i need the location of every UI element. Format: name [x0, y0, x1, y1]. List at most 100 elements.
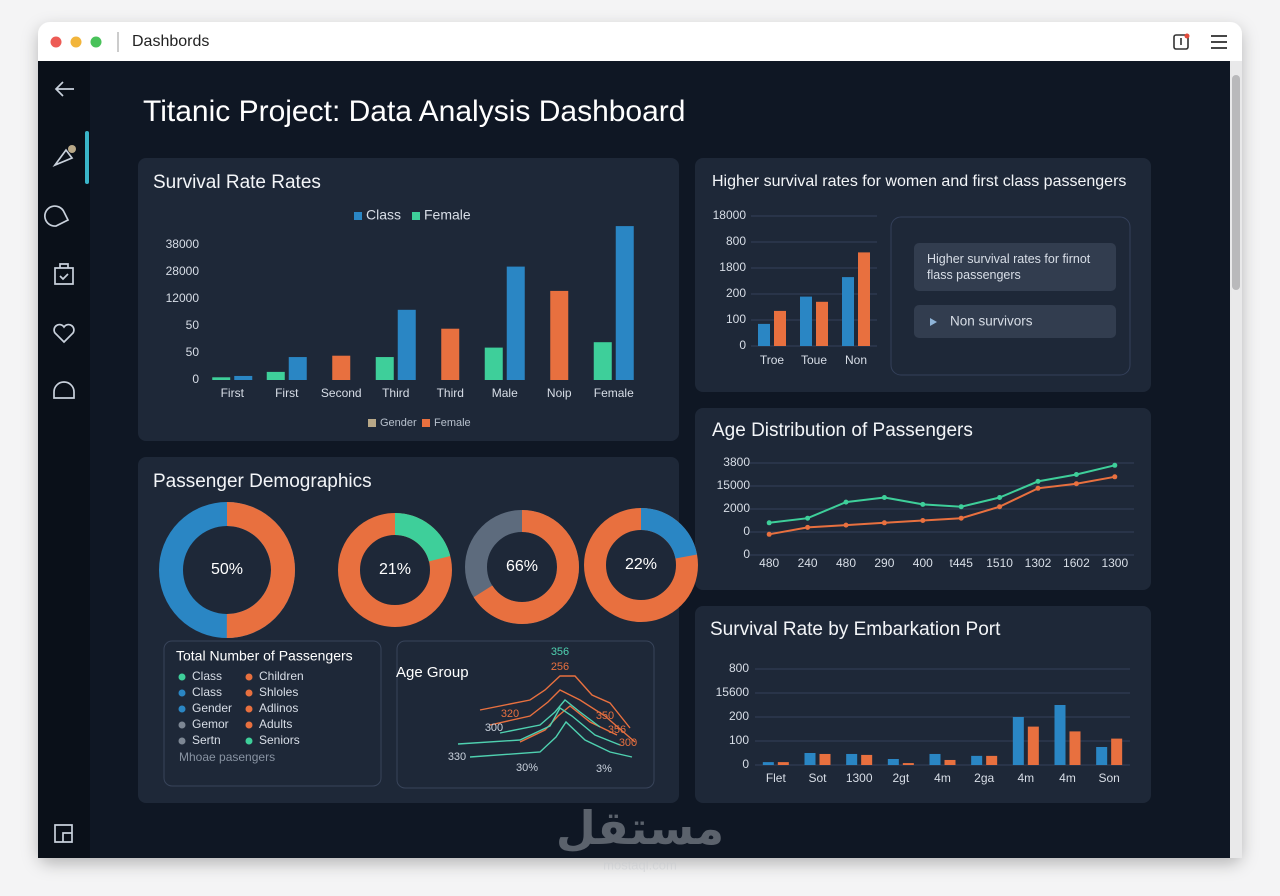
bar	[484, 347, 503, 380]
legend-dot	[245, 673, 253, 681]
x-tick-label: 4m	[934, 771, 951, 785]
bar	[887, 759, 899, 765]
point	[1073, 481, 1079, 487]
legend-label: Female	[434, 417, 471, 429]
card-title: Higher survival rates for women and firs…	[712, 173, 1126, 190]
nav-icon[interactable]	[44, 205, 70, 227]
y-tick-label: 0	[739, 338, 746, 352]
legend-dot	[245, 737, 253, 745]
donut-segment	[584, 508, 698, 622]
y-tick-label: 1800	[719, 260, 746, 274]
bar	[593, 342, 612, 380]
age-group-label: 330	[448, 751, 466, 763]
legend-label: Adults	[259, 717, 292, 731]
y-tick-label: 0	[743, 524, 750, 538]
nav-icon[interactable]	[52, 148, 74, 167]
point	[843, 522, 849, 528]
y-tick-label: 12000	[166, 291, 200, 305]
legend-label: Gemor	[192, 717, 229, 731]
age-group-title: Age Group	[396, 664, 469, 681]
age-group-label: 256	[551, 661, 569, 673]
point	[920, 518, 926, 523]
maximize-button[interactable]	[90, 36, 102, 48]
point	[766, 531, 772, 537]
age-group-label: 350	[596, 710, 614, 722]
x-tick-label: Third	[382, 386, 409, 400]
bar	[986, 755, 998, 765]
legend-label: Shloles	[259, 685, 298, 699]
card-title: Age Distribution of Passengers	[712, 420, 973, 441]
nav-icon[interactable]	[53, 323, 75, 344]
note-text: Non survivors	[950, 314, 1033, 329]
legend-dot	[178, 705, 186, 713]
menu-icon[interactable]	[1211, 35, 1227, 49]
bar	[1054, 705, 1066, 765]
y-tick-label: 15600	[716, 685, 750, 699]
x-tick-label: First	[275, 386, 299, 400]
y-tick-label: 800	[726, 234, 746, 248]
bar	[615, 226, 634, 380]
legend-label: Adlinos	[259, 701, 298, 715]
bar	[762, 762, 774, 765]
point	[1035, 485, 1041, 491]
bar	[929, 753, 941, 765]
bar	[1069, 731, 1081, 765]
y-tick-label: 50	[186, 318, 200, 332]
bar	[1027, 726, 1039, 765]
age-group-label: 300	[619, 737, 637, 749]
legend-label: Class	[192, 685, 222, 699]
x-tick-label: 1302	[1025, 556, 1052, 570]
point	[843, 499, 849, 505]
point	[805, 524, 811, 530]
x-tick-label: Son	[1098, 771, 1119, 785]
bar	[1111, 738, 1123, 765]
card	[695, 408, 1151, 590]
share-icon[interactable]	[1173, 34, 1189, 50]
legend-dot	[178, 737, 186, 745]
minimize-button[interactable]	[70, 36, 82, 48]
x-tick-label: Second	[321, 386, 362, 400]
bar	[506, 266, 525, 380]
bar	[858, 252, 870, 346]
legend-dot	[245, 689, 253, 697]
y-tick-label: 200	[729, 709, 749, 723]
age-group-label: 356	[608, 724, 626, 736]
legend-label: Gender	[192, 701, 232, 715]
close-button[interactable]	[50, 36, 62, 48]
x-tick-label: 400	[913, 556, 933, 570]
notification-dot	[1184, 33, 1190, 39]
point	[958, 515, 964, 521]
age-group-label: 356	[551, 646, 569, 658]
notes-box	[890, 216, 1131, 376]
point	[1112, 474, 1118, 480]
x-tick-label: Third	[437, 386, 464, 400]
x-tick-label: Non	[845, 353, 867, 367]
bar	[846, 753, 858, 765]
bar	[375, 357, 394, 380]
nav-icon[interactable]	[54, 263, 74, 285]
legend-label: Class	[192, 669, 222, 683]
tab-title: Dashbords	[132, 33, 209, 50]
nav-icon[interactable]	[53, 381, 75, 399]
line	[769, 464, 1116, 524]
scrollbar-thumb[interactable]	[1232, 75, 1240, 290]
bar	[902, 763, 914, 765]
x-tick-label: 4m	[1059, 771, 1076, 785]
bar	[550, 290, 569, 380]
note-item	[914, 305, 1116, 338]
back-icon[interactable]	[54, 81, 74, 97]
nav-icon[interactable]	[54, 824, 73, 843]
legend-label: Sertn	[192, 733, 221, 747]
legend-dot	[178, 689, 186, 697]
card-title: Survival Rate Rates	[153, 172, 321, 193]
age-group-label: 3%	[596, 763, 612, 775]
donut-segment	[159, 502, 295, 638]
card-title: Survival Rate by Embarkation Port	[710, 619, 1001, 640]
y-tick-label: 15000	[717, 478, 751, 492]
bar	[441, 328, 460, 380]
bar	[1012, 717, 1024, 765]
x-tick-label: Sot	[808, 771, 827, 785]
page-title: Titanic Project: Data Analysis Dashboard	[143, 95, 685, 128]
